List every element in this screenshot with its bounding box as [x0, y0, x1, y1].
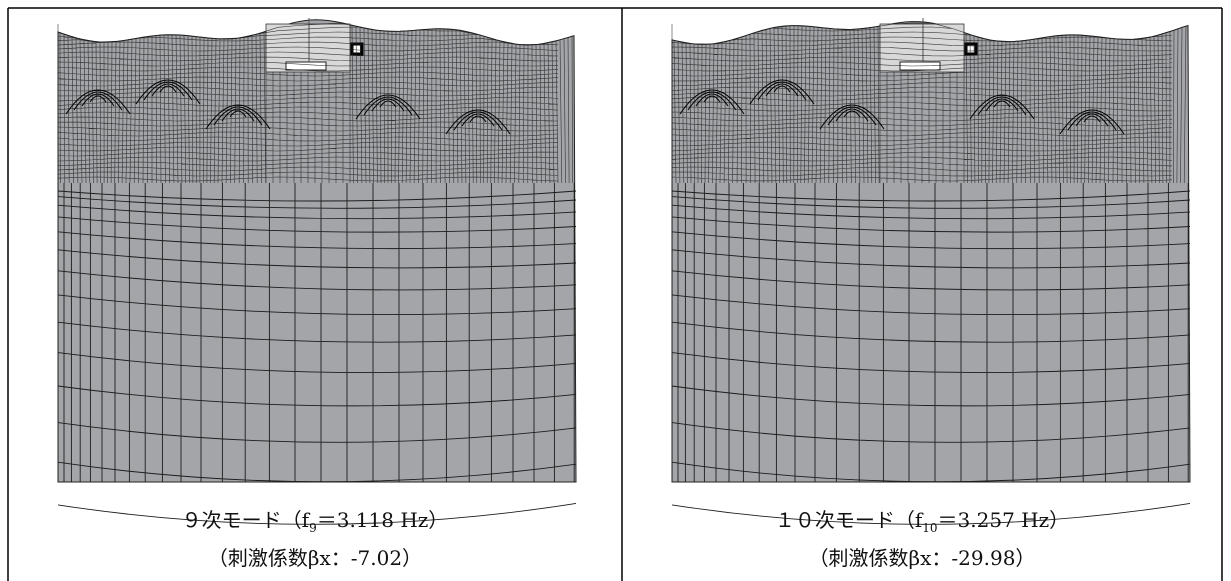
caption-frequency: ＝3.118 Hz）: [317, 508, 449, 532]
caption-mode: ９次モード（f: [182, 508, 311, 532]
mesh-figure: [57, 18, 577, 525]
dense-mesh: [671, 22, 1187, 184]
coarse-mesh: [671, 183, 1191, 525]
mesh-distortion: [679, 79, 1125, 135]
structure-core: [285, 61, 327, 71]
participation: （刺激係数βx：-29.98）: [809, 546, 1036, 570]
caption-mode: １０次モード（f: [775, 508, 924, 532]
caption-subscript: 9: [309, 521, 317, 535]
mesh-body: [671, 21, 1191, 483]
caption-frequency: ＝3.257 Hz）: [938, 508, 1070, 532]
mesh-figure: [671, 18, 1191, 525]
table-frame: [7, 7, 1223, 581]
dense-mesh: [57, 22, 573, 184]
marker: [964, 42, 978, 56]
participation: （刺激係数βx：-7.02）: [208, 546, 422, 570]
caption-subscript: 10: [922, 521, 937, 535]
coarse-mesh: [57, 183, 577, 525]
caption: ９次モード（f9＝3.118 Hz）: [182, 508, 449, 535]
caption: １０次モード（f10＝3.257 Hz）: [775, 508, 1069, 535]
mesh-distortion: [65, 79, 511, 135]
